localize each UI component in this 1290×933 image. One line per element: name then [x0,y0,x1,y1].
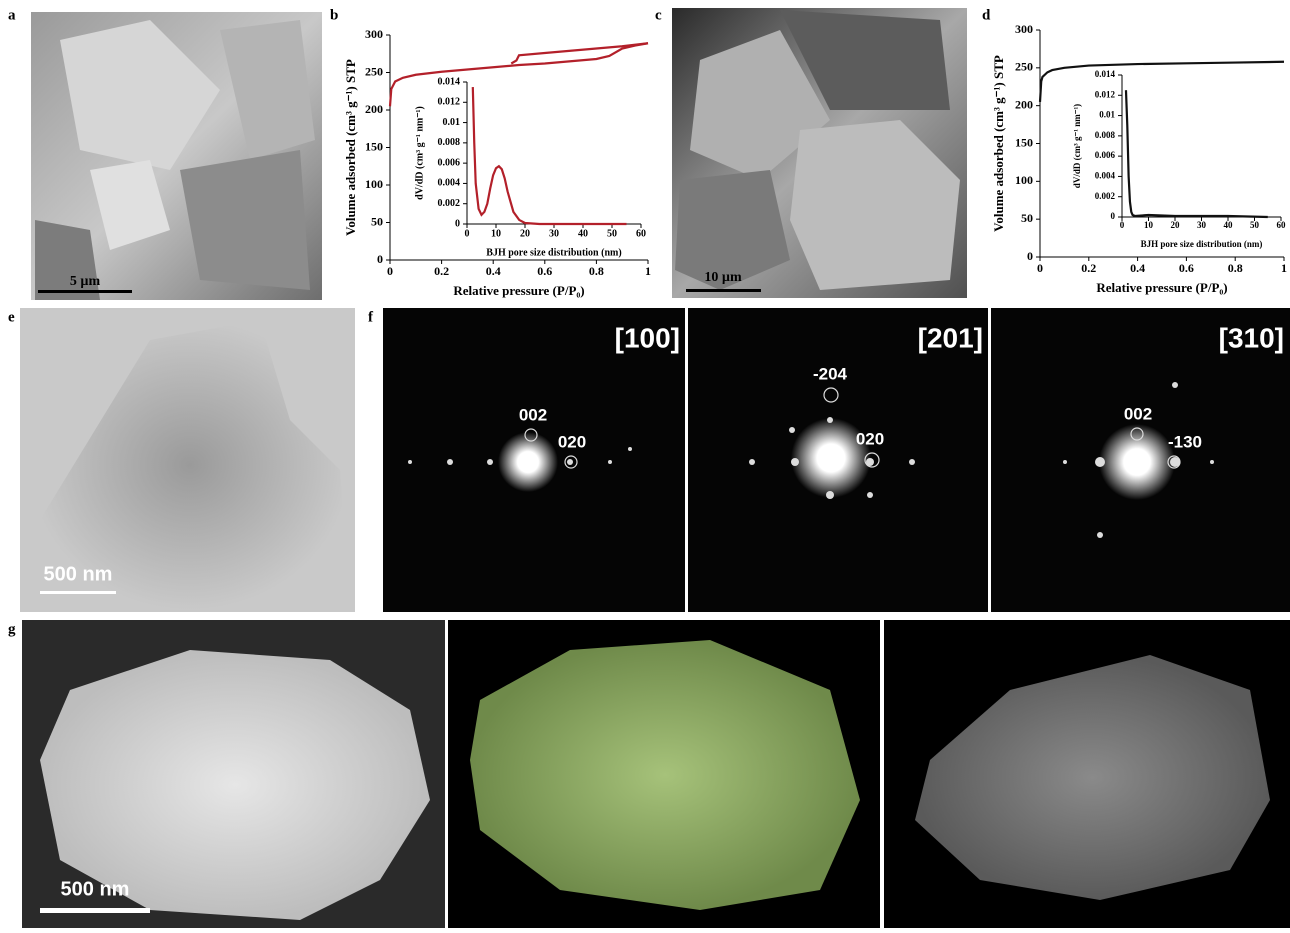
y-tick-label: 100 [1015,173,1033,187]
y-tick-label: 0.004 [1095,170,1116,180]
scale-bar-label: 10 µm [704,270,742,285]
y-tick-label: 0.008 [438,137,461,148]
y-axis-title: dV/dD (cm³ g⁻¹ nm⁻¹) [414,106,425,200]
y-axis-title: dV/dD (cm³ g⁻¹ nm⁻¹) [1072,104,1082,188]
x-tick-label: 30 [1197,220,1207,230]
x-tick-label: 0.2 [1081,261,1096,275]
x-tick-label: 50 [607,228,617,239]
data-line [1038,60,1285,102]
data-line [510,42,649,65]
spot-label: 020 [856,429,884,448]
panel-label: e [8,309,15,325]
x-tick-label: 20 [1171,220,1181,230]
scale-bar-label: 500 nm [61,878,130,900]
spot-label: 020 [558,432,586,451]
y-tick-label: 0.014 [438,76,461,87]
y-tick-label: 0.014 [1095,69,1116,79]
panel-label: g [8,621,16,637]
x-axis-title: BJH pore size distribution (nm) [486,247,621,258]
x-tick-label: 0 [387,264,393,278]
y-tick-label: 50 [371,214,383,228]
x-tick-label: 10 [491,228,501,239]
x-tick-label: 40 [578,228,588,239]
x-tick-label: 60 [636,228,646,239]
x-tick-label: 40 [1224,220,1234,230]
x-tick-label: 1 [1281,261,1287,275]
panel-label: c [655,7,662,23]
y-tick-label: 0.006 [1095,150,1116,160]
y-tick-label: 0.002 [438,198,461,209]
x-tick-label: 30 [549,228,559,239]
tem-image-e: 500 nm [20,308,355,612]
y-tick-label: 0.004 [438,178,461,189]
x-axis-title: Relative pressure (P/P₀) [453,283,584,298]
x-axis-title: Relative pressure (P/P₀) [1096,280,1227,295]
x-tick-label: 60 [1277,220,1287,230]
y-tick-label: 200 [365,102,383,116]
y-tick-label: 200 [1015,97,1033,111]
x-tick-label: 20 [520,228,530,239]
x-tick-label: 1 [645,264,651,278]
diffraction-images: [100] [201] [310] 002 020 -204 020 002 -… [383,308,1290,612]
y-tick-label: 0 [377,252,383,266]
spot-label: 002 [1124,404,1152,423]
data-line [388,42,649,107]
spot-label: -204 [813,364,848,383]
y-tick-label: 0.012 [1095,89,1116,99]
y-tick-label: 150 [365,139,383,153]
panel-label: d [982,7,991,23]
x-tick-label: 0.2 [434,264,449,278]
x-tick-label: 0 [465,228,470,239]
zone-axis: [100] [615,322,680,353]
sem-image-c: 10 µm [672,8,967,298]
y-tick-label: 250 [1015,60,1033,74]
y-tick-label: 50 [1021,211,1033,225]
x-tick-label: 0 [1120,220,1125,230]
x-tick-label: 0.4 [1130,261,1145,275]
y-tick-label: 150 [1015,135,1033,149]
x-tick-label: 0.6 [1179,261,1194,275]
x-tick-label: 50 [1250,220,1260,230]
x-tick-label: 0.8 [1228,261,1243,275]
panel-label: f [368,309,374,325]
y-tick-label: 0 [455,218,460,229]
y-tick-label: 0 [1111,211,1116,221]
x-tick-label: 0.8 [589,264,604,278]
y-tick-label: 100 [365,177,383,191]
scale-bar-label: 5 µm [70,274,101,289]
y-axis-title: Volume adsorbed (cm³ g⁻¹) STP [343,59,358,236]
x-axis-title: BJH pore size distribution (nm) [1141,239,1263,249]
y-tick-label: 0 [1027,249,1033,263]
y-tick-label: 0.01 [443,117,461,128]
y-tick-label: 300 [1015,22,1033,36]
y-axis-title: Volume adsorbed (cm³ g⁻¹) STP [991,55,1006,232]
y-tick-label: 0.002 [1095,191,1116,201]
y-tick-label: 300 [365,27,383,41]
y-tick-label: 0.012 [438,97,461,108]
zone-axis: [201] [918,322,983,353]
data-line [471,87,627,226]
spot-label: 002 [519,405,547,424]
y-tick-label: 250 [365,64,383,78]
x-tick-label: 0.6 [537,264,552,278]
panel-label: b [330,7,338,23]
x-tick-label: 10 [1144,220,1154,230]
zone-axis: [310] [1219,322,1284,353]
y-tick-label: 0.006 [438,157,461,168]
x-tick-label: 0 [1037,261,1043,275]
spot-label: -130 [1168,432,1202,451]
elemental-maps: 500 nm [22,620,1290,928]
sem-image-a: 5 µm [31,12,322,300]
panel-label: a [8,7,16,23]
data-line [1124,90,1268,219]
x-tick-label: 0.4 [486,264,501,278]
scale-bar-label: 500 nm [44,563,113,585]
y-tick-label: 0.008 [1095,130,1116,140]
y-tick-label: 0.01 [1099,110,1115,120]
